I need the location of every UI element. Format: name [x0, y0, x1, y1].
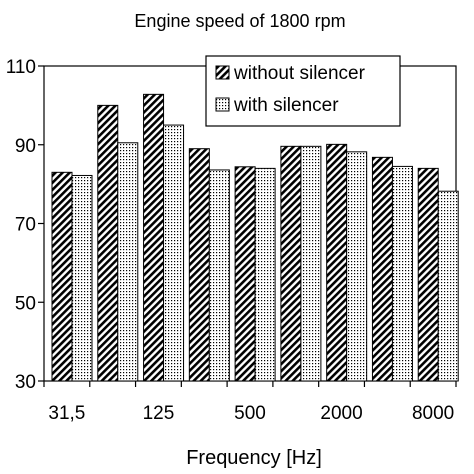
- bar-with-silencer: [300, 145, 322, 382]
- x-tick-label: 2000: [320, 403, 362, 424]
- y-tick-label: 50: [15, 293, 36, 314]
- bar-with-silencer: [163, 124, 185, 382]
- legend-label: with silencer: [233, 95, 339, 116]
- bar-with-silencer: [71, 174, 93, 382]
- legend-box: [205, 55, 401, 127]
- y-tick-label: 70: [15, 215, 36, 236]
- y-tick-label: 110: [6, 57, 36, 78]
- bar-without-silencer: [280, 145, 302, 382]
- x-tick-label: 125: [143, 403, 175, 424]
- x-tick-label: 500: [234, 403, 266, 424]
- bar-without-silencer: [97, 104, 119, 382]
- x-tick-label: 31,5: [48, 403, 85, 424]
- bar-with-silencer: [391, 165, 413, 382]
- legend-swatch: [215, 97, 230, 112]
- bar-with-silencer: [346, 151, 368, 382]
- bar-without-silencer: [326, 143, 348, 382]
- legend-label: without silencer: [233, 63, 366, 84]
- bar-without-silencer: [51, 171, 73, 382]
- y-tick-label: 30: [15, 372, 36, 393]
- x-tick-label: 8000: [412, 403, 454, 424]
- bar-with-silencer: [437, 190, 459, 382]
- bar-without-silencer: [371, 156, 393, 382]
- bar-without-silencer: [188, 148, 210, 382]
- plot-area: 30 50 70 90 110 31,5 125 500 2000 8000 without sil…: [6, 55, 459, 424]
- bar-without-silencer: [143, 93, 165, 382]
- bar-with-silencer: [254, 167, 276, 382]
- bar-with-silencer: [117, 142, 139, 382]
- legend-swatch: [215, 65, 230, 80]
- bar-with-silencer: [208, 169, 230, 382]
- bar-without-silencer: [417, 167, 439, 382]
- x-axis-label: Frequency [Hz]: [186, 447, 322, 469]
- bar-without-silencer: [234, 166, 256, 382]
- chart-title: Engine speed of 1800 rpm: [134, 11, 345, 31]
- y-tick-label: 90: [15, 136, 36, 157]
